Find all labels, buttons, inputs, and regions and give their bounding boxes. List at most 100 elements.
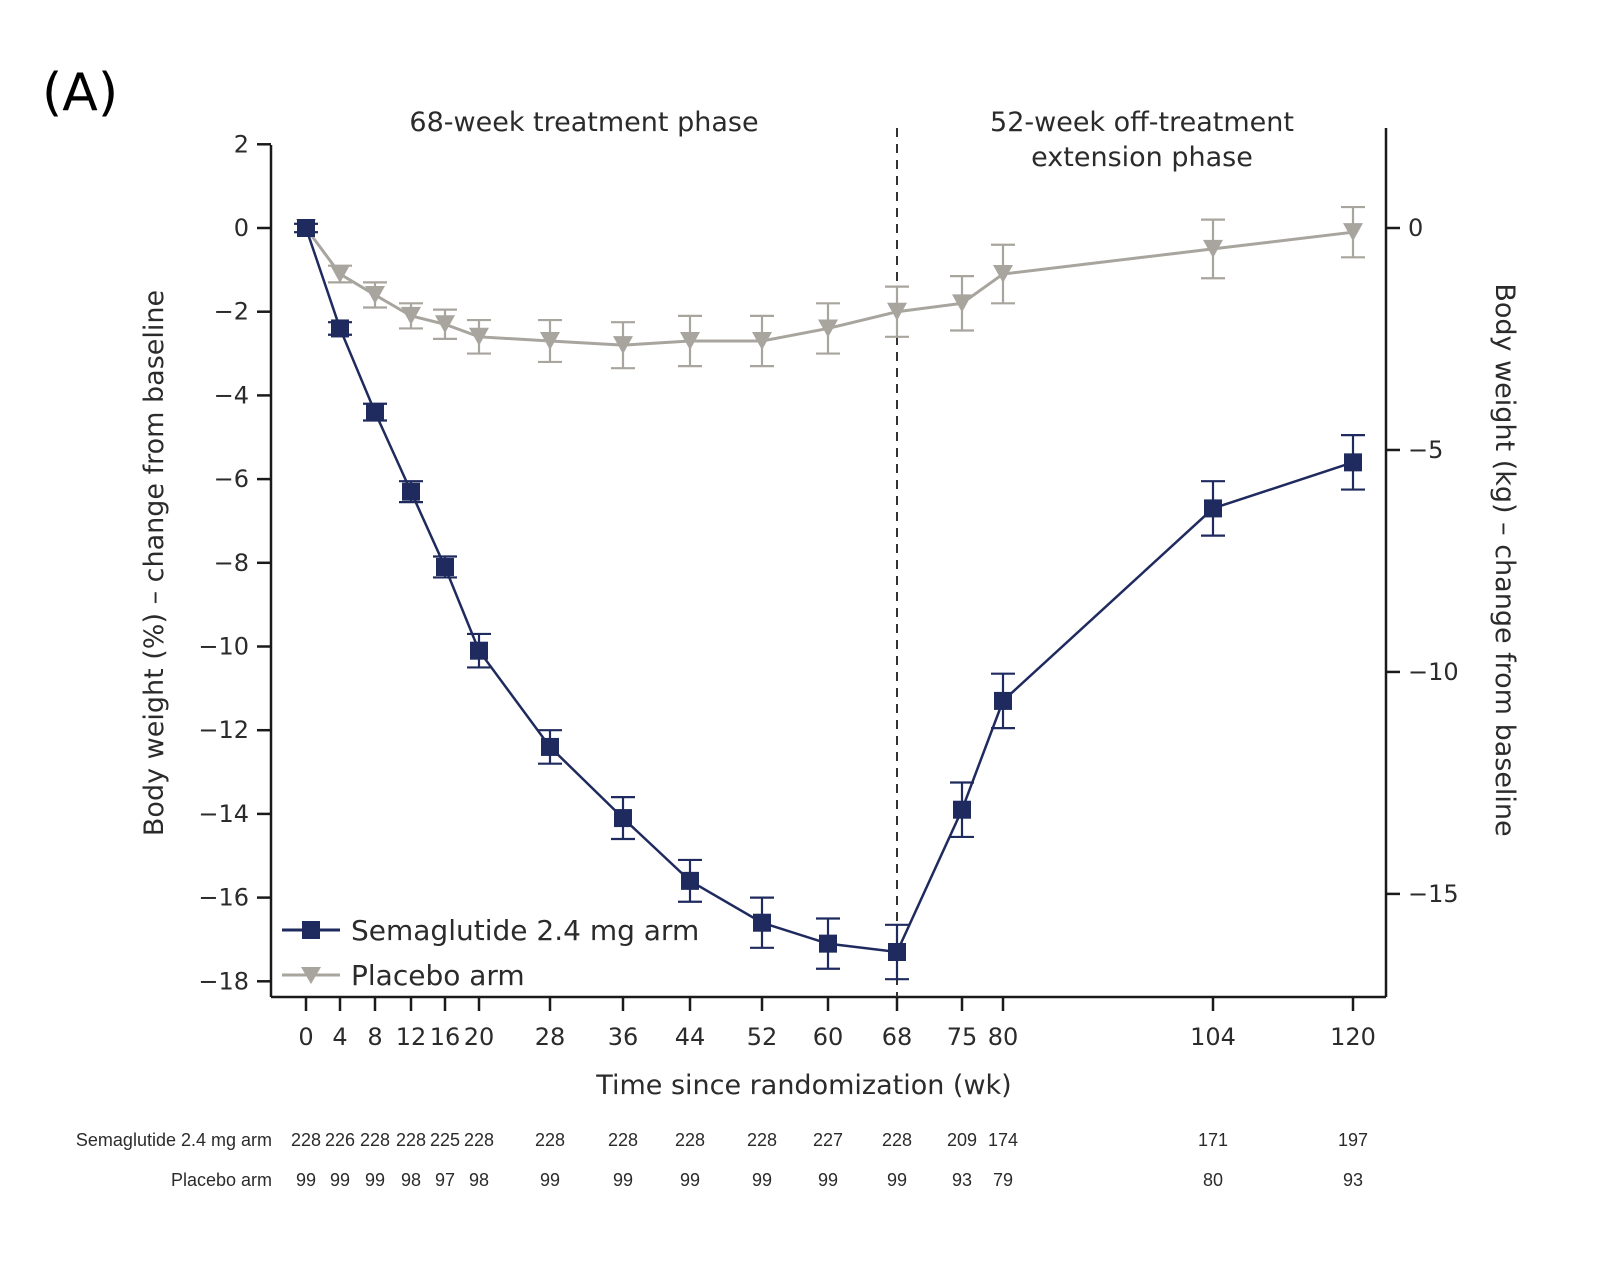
risk-count: 171	[1198, 1130, 1228, 1150]
legend-label: Semaglutide 2.4 mg arm	[351, 914, 699, 947]
risk-table: Semaglutide 2.4 mg arm 228 226 228 228 225 228…	[76, 1130, 1368, 1190]
x-tick-label: 0	[298, 1023, 313, 1051]
y-tick-label: −2	[214, 298, 249, 326]
y2-tick-label: −10	[1408, 658, 1459, 686]
data-point-square	[366, 403, 384, 422]
x-tick-label: 60	[813, 1023, 844, 1051]
risk-count: 80	[1203, 1170, 1223, 1190]
risk-count: 99	[613, 1170, 633, 1190]
data-point-square	[681, 871, 699, 890]
data-point-square	[1204, 499, 1222, 518]
risk-count: 98	[469, 1170, 489, 1190]
y-tick-label: −6	[214, 465, 249, 493]
risk-count: 99	[296, 1170, 316, 1190]
data-point-square	[614, 809, 632, 828]
y-tick-label: 2	[234, 130, 249, 158]
data-point-square	[819, 934, 837, 953]
series-line	[304, 227, 1354, 347]
risk-count: 228	[464, 1130, 494, 1150]
risk-count: 225	[430, 1130, 460, 1150]
x-tick-label: 8	[367, 1023, 382, 1051]
data-point-triangle	[469, 327, 489, 346]
y-tick-label: −18	[198, 967, 249, 995]
x-tick-label: 16	[430, 1023, 461, 1051]
data-point-triangle	[952, 294, 972, 313]
legend-triangle-icon	[301, 967, 321, 984]
risk-count: 228	[882, 1130, 912, 1150]
data-point-triangle	[1343, 223, 1363, 242]
x-tick-label: 52	[747, 1023, 778, 1051]
data-point-triangle	[613, 336, 633, 355]
x-tick-label: 36	[608, 1023, 639, 1051]
risk-count: 228	[608, 1130, 638, 1150]
data-point-square	[1344, 453, 1362, 472]
axes: 20−2−4−6−8−10−12−14−16−180−5−10−150 4 8 12 1…	[198, 128, 1459, 1051]
data-point-triangle	[1203, 239, 1223, 258]
data-point-square	[297, 219, 315, 237]
risk-count: 99	[540, 1170, 560, 1190]
y-tick-label: −8	[214, 549, 249, 577]
risk-count: 197	[1338, 1130, 1368, 1150]
series-placebo	[294, 205, 1365, 370]
x-tick-label: 80	[988, 1023, 1019, 1051]
risk-count: 228	[360, 1130, 390, 1150]
data-point-triangle	[752, 331, 772, 350]
risk-count: 228	[396, 1130, 426, 1150]
risk-count: 99	[818, 1170, 838, 1190]
risk-count: 99	[680, 1170, 700, 1190]
x-tick-label: 104	[1190, 1023, 1236, 1051]
series-line	[304, 227, 1354, 954]
data-point-square	[753, 913, 771, 932]
legend-label: Placebo arm	[351, 959, 525, 992]
risk-count: 228	[291, 1130, 321, 1150]
x-tick-label: 12	[396, 1023, 427, 1051]
risk-count: 209	[947, 1130, 977, 1150]
phase-label: 68-week treatment phase	[409, 107, 758, 138]
x-tick-label: 120	[1330, 1023, 1376, 1051]
y-axis-title: Body weight (%) – change from baseline	[139, 290, 170, 836]
x-tick-label: 28	[535, 1023, 566, 1051]
data-point-square	[470, 641, 488, 660]
data-point-triangle	[435, 315, 455, 334]
phase-labels: 68-week treatment phase 52-week off-treat…	[409, 107, 1294, 173]
y-tick-label: 0	[234, 214, 249, 242]
data-point-triangle	[540, 331, 560, 350]
x-tick-label: 75	[947, 1023, 978, 1051]
data-point-square	[331, 319, 349, 338]
legend-item: Semaglutide 2.4 mg arm	[282, 914, 699, 947]
x-axis-title: Time since randomization (wk)	[595, 1070, 1011, 1101]
risk-count: 99	[887, 1170, 907, 1190]
risk-count: 99	[365, 1170, 385, 1190]
y-tick-label: −12	[198, 716, 249, 744]
y2-tick-label: −5	[1408, 436, 1443, 464]
y2-tick-label: −15	[1408, 880, 1459, 908]
data-point-triangle	[401, 306, 421, 325]
risk-row-label: Placebo arm	[171, 1170, 272, 1190]
risk-count: 227	[813, 1130, 843, 1150]
y-tick-label: −4	[214, 381, 249, 409]
data-point-square	[436, 557, 454, 576]
risk-count: 99	[330, 1170, 350, 1190]
data-point-triangle	[680, 331, 700, 350]
x-tick-label: 20	[464, 1023, 495, 1051]
legend-item: Placebo arm	[282, 959, 525, 992]
risk-count: 228	[535, 1130, 565, 1150]
y-tick-label: −16	[198, 884, 249, 912]
risk-count: 93	[1343, 1170, 1363, 1190]
risk-row: Placebo arm 99 99 99 98 97 98 99 99 99 99 99 99 93 79 8…	[171, 1170, 1363, 1190]
risk-count: 174	[988, 1130, 1018, 1150]
data-point-triangle	[330, 265, 350, 284]
phase-label: 52-week off-treatment	[990, 107, 1294, 138]
data-point-triangle	[818, 319, 838, 338]
risk-count: 228	[675, 1130, 705, 1150]
risk-count: 226	[325, 1130, 355, 1150]
risk-count: 79	[993, 1170, 1013, 1190]
risk-count: 97	[435, 1170, 455, 1190]
data-point-square	[402, 482, 420, 501]
risk-count: 228	[747, 1130, 777, 1150]
y2-tick-label: 0	[1408, 214, 1423, 242]
x-tick-label: 68	[882, 1023, 913, 1051]
data-point-triangle	[993, 265, 1013, 284]
phase-label: extension phase	[1031, 142, 1253, 173]
